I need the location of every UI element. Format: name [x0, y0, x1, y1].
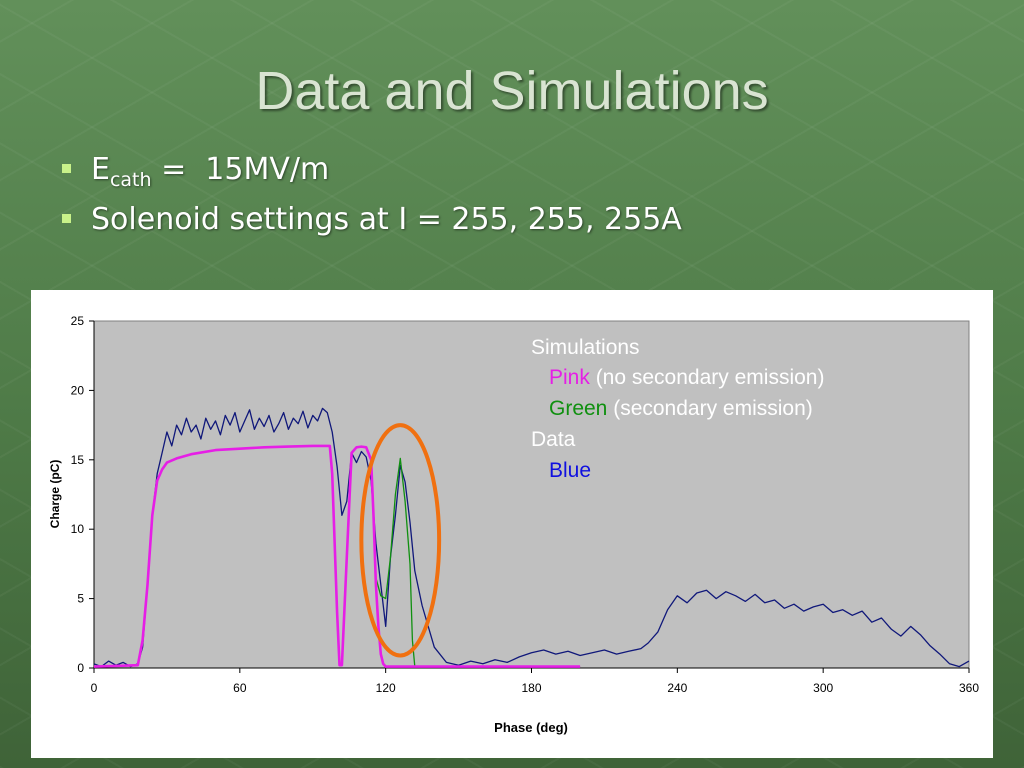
- x-tick-label: 360: [959, 681, 979, 695]
- legend-sim-heading: Simulations: [531, 336, 640, 359]
- highlight-ellipse: [359, 423, 442, 658]
- legend-pink-word: Pink: [549, 366, 590, 389]
- y-tick-label: 5: [77, 592, 84, 606]
- x-tick-label: 180: [521, 681, 541, 695]
- legend-green-word: Green: [549, 397, 607, 420]
- bullet-list: Ecath = 15MV/m Solenoid settings at I = …: [62, 150, 682, 250]
- charge-phase-chart: 0 5 10 15 20 25 0 60 120 180 240 300 360 Phase (deg)…: [48, 314, 980, 735]
- y-tick-label: 25: [71, 314, 85, 328]
- x-tick-label: 0: [91, 681, 98, 695]
- x-tick-label: 300: [813, 681, 833, 695]
- slide-title: Data and Simulations: [255, 61, 769, 121]
- solenoid-text: Solenoid settings at I = 255, 255, 255A: [91, 202, 682, 237]
- legend-pink-desc: (no secondary emission): [590, 366, 825, 389]
- field-text: Ecath = 15MV/m: [91, 150, 329, 200]
- axes: 0 5 10 15 20 25 0 60 120 180 240 300 360: [71, 314, 980, 695]
- series-line-pink-sim: [93, 444, 581, 668]
- field-value: = 15MV/m: [151, 152, 330, 187]
- chart-panel: 0 5 10 15 20 25 0 60 120 180 240 300 360 Phase (deg)…: [31, 290, 993, 758]
- square-bullet-icon: [62, 214, 71, 223]
- bullet-solenoid: Solenoid settings at I = 255, 255, 255A: [62, 200, 682, 250]
- y-tick-label: 20: [71, 383, 85, 397]
- x-tick-label: 60: [233, 681, 247, 695]
- legend-pink-line: Pink (no secondary emission): [549, 366, 824, 389]
- legend-data-heading: Data: [531, 428, 576, 451]
- field-subscript: cath: [109, 169, 152, 191]
- x-axis-label: Phase (deg): [494, 720, 568, 735]
- legend-annotation: Simulations Pink (no secondary emission)…: [531, 336, 824, 482]
- y-axis-label: Charge (pC): [48, 460, 62, 529]
- y-tick-label: 0: [77, 661, 84, 675]
- annotation-layer: [359, 423, 442, 658]
- x-tick-label: 120: [376, 681, 396, 695]
- y-tick-label: 10: [71, 522, 85, 536]
- plot-area: [93, 320, 970, 669]
- legend-blue-word: Blue: [549, 459, 591, 482]
- series-layer: [93, 407, 970, 668]
- field-symbol: E: [91, 152, 110, 187]
- x-tick-label: 240: [667, 681, 687, 695]
- y-tick-label: 15: [71, 453, 85, 467]
- square-bullet-icon: [62, 164, 71, 173]
- bullet-field: Ecath = 15MV/m: [62, 150, 682, 200]
- legend-green-line: Green (secondary emission): [549, 397, 813, 420]
- legend-green-desc: (secondary emission): [607, 397, 812, 420]
